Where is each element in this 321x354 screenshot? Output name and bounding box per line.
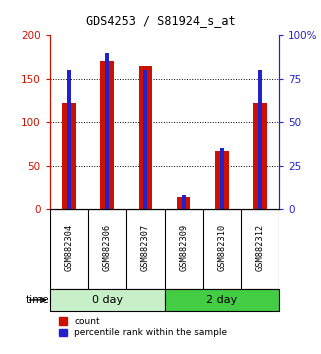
Bar [105,53,109,209]
Text: 0 day: 0 day [91,295,123,305]
Bar [177,197,190,209]
Bar [139,66,152,209]
Text: GSM882310: GSM882310 [217,224,226,271]
Text: GSM882312: GSM882312 [256,224,265,271]
Bar [258,70,262,209]
Bar [50,289,164,311]
Bar [182,195,186,209]
Bar [254,103,267,209]
Text: GSM882306: GSM882306 [103,224,112,271]
Text: GSM882309: GSM882309 [179,224,188,271]
Bar [220,148,224,209]
Bar [143,70,147,209]
Text: GDS4253 / S81924_s_at: GDS4253 / S81924_s_at [86,13,235,27]
Text: GSM882304: GSM882304 [65,224,74,271]
Bar [164,289,279,311]
Bar [67,70,71,209]
Text: GSM882307: GSM882307 [141,224,150,271]
Legend: count, percentile rank within the sample: count, percentile rank within the sample [59,317,227,337]
Bar [62,103,75,209]
Bar [100,62,114,209]
Text: 2 day: 2 day [206,295,238,305]
Text: time: time [26,295,50,305]
Bar [215,151,229,209]
